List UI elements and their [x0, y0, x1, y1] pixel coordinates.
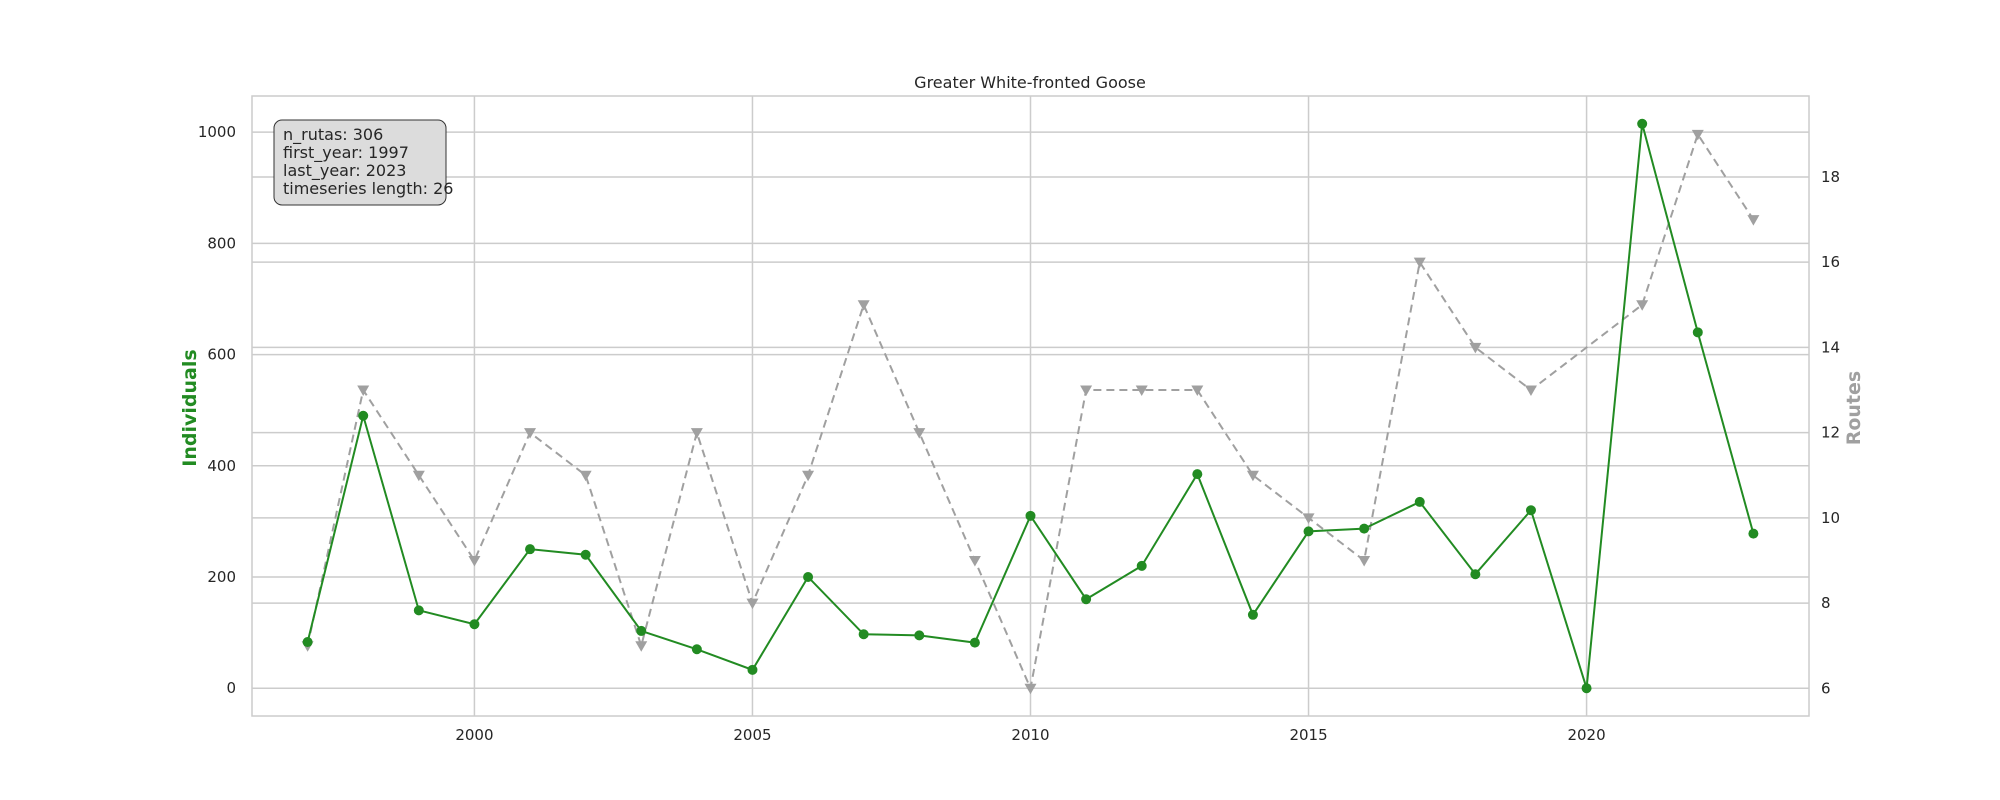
individuals-point — [1303, 526, 1314, 537]
routes-point — [1080, 385, 1093, 397]
individuals-point — [858, 629, 869, 640]
routes-point — [1524, 385, 1537, 397]
x-gridlines — [473, 96, 1588, 716]
info-line-timeseries-length: timeseries length: 26 — [283, 179, 453, 198]
individuals-point — [969, 637, 980, 648]
individuals-point — [747, 664, 758, 675]
individuals-point — [636, 625, 647, 636]
left-y-tick-label: 600 — [207, 346, 236, 364]
x-tick-label: 2015 — [1289, 726, 1327, 744]
right-y-tick-label: 6 — [1821, 679, 1831, 697]
right-y-tick-label: 18 — [1821, 168, 1840, 186]
right-y-tick-label: 16 — [1821, 253, 1840, 271]
info-line-last-year: last_year: 2023 — [283, 161, 406, 181]
individuals-point — [914, 630, 925, 641]
individuals-point — [1470, 569, 1481, 580]
info-box: n_rutas: 306 first_year: 1997 last_year:… — [273, 119, 453, 206]
individuals-point — [1581, 683, 1592, 694]
routes-point — [802, 470, 815, 482]
individuals-point — [1359, 523, 1370, 534]
individuals-point — [413, 605, 424, 616]
info-line-n-rutas: n_rutas: 306 — [283, 125, 383, 145]
routes-point — [1191, 385, 1204, 397]
routes-point — [968, 555, 981, 567]
individuals-point — [1692, 327, 1703, 338]
individuals-point — [525, 544, 536, 555]
routes-point — [857, 300, 870, 311]
right-y-tick-label: 8 — [1821, 594, 1831, 612]
routes-point — [1024, 683, 1037, 695]
individuals-point — [302, 637, 313, 648]
routes-point — [468, 555, 481, 567]
routes-point — [1246, 470, 1259, 482]
individuals-point — [1025, 510, 1036, 521]
routes-point — [690, 428, 703, 439]
x-tick-label: 2005 — [733, 726, 771, 744]
x-tick-labels: 2000 2005 2010 2015 2020 — [455, 726, 1605, 744]
chart-title: Greater White-fronted Goose — [914, 73, 1146, 92]
left-y-tick-label: 400 — [207, 457, 236, 475]
routes-point — [412, 470, 425, 482]
left-y-tick-label: 1000 — [198, 123, 236, 141]
routes-point — [1747, 215, 1760, 226]
individuals-point — [1081, 594, 1092, 605]
routes-point — [1302, 513, 1315, 524]
plot-frame — [251, 95, 1810, 717]
individuals-point — [1414, 496, 1425, 507]
x-tick-label: 2020 — [1567, 726, 1605, 744]
right-y-tick-labels: 6 8 10 12 14 16 18 — [1821, 168, 1840, 697]
routes-line — [306, 132, 1755, 692]
routes-point — [357, 385, 370, 397]
right-y-tick-label: 14 — [1821, 338, 1840, 356]
right-y-axis-label: Routes — [1843, 371, 1865, 446]
individuals-point — [1192, 469, 1203, 480]
individuals-point — [358, 410, 369, 421]
routes-point — [524, 428, 537, 439]
individuals-point — [1637, 118, 1648, 129]
individuals-point — [1525, 505, 1536, 516]
left-y-tick-labels: 0 200 400 600 800 1000 — [198, 123, 236, 697]
left-y-tick-label: 800 — [207, 234, 236, 252]
left-y-tick-label: 0 — [226, 679, 236, 697]
left-y-tick-label: 200 — [207, 568, 236, 586]
routes-series — [301, 129, 1760, 695]
right-y-tick-label: 12 — [1821, 424, 1840, 442]
routes-point — [913, 428, 926, 439]
left-y-axis-label: Individuals — [179, 349, 201, 466]
individuals-point — [691, 644, 702, 655]
individuals-point — [1136, 560, 1147, 571]
info-box-background — [273, 119, 447, 206]
routes-point — [1135, 385, 1148, 397]
routes-point — [1358, 555, 1371, 567]
right-y-tick-label: 10 — [1821, 509, 1840, 527]
routes-point — [1469, 342, 1482, 354]
individuals-series — [302, 118, 1759, 694]
individuals-point — [1748, 528, 1759, 539]
routes-point — [1636, 300, 1649, 311]
x-tick-label: 2010 — [1011, 726, 1049, 744]
individuals-point — [469, 619, 480, 630]
individuals-point — [1247, 609, 1258, 620]
x-tick-label: 2000 — [455, 726, 493, 744]
routes-point — [1413, 257, 1426, 269]
info-line-first-year: first_year: 1997 — [283, 143, 409, 163]
routes-point — [746, 598, 759, 610]
individuals-point — [580, 549, 591, 560]
routes-point — [579, 470, 592, 482]
routes-point — [1691, 129, 1704, 141]
individuals-point — [803, 571, 814, 582]
routes-point — [635, 641, 648, 652]
